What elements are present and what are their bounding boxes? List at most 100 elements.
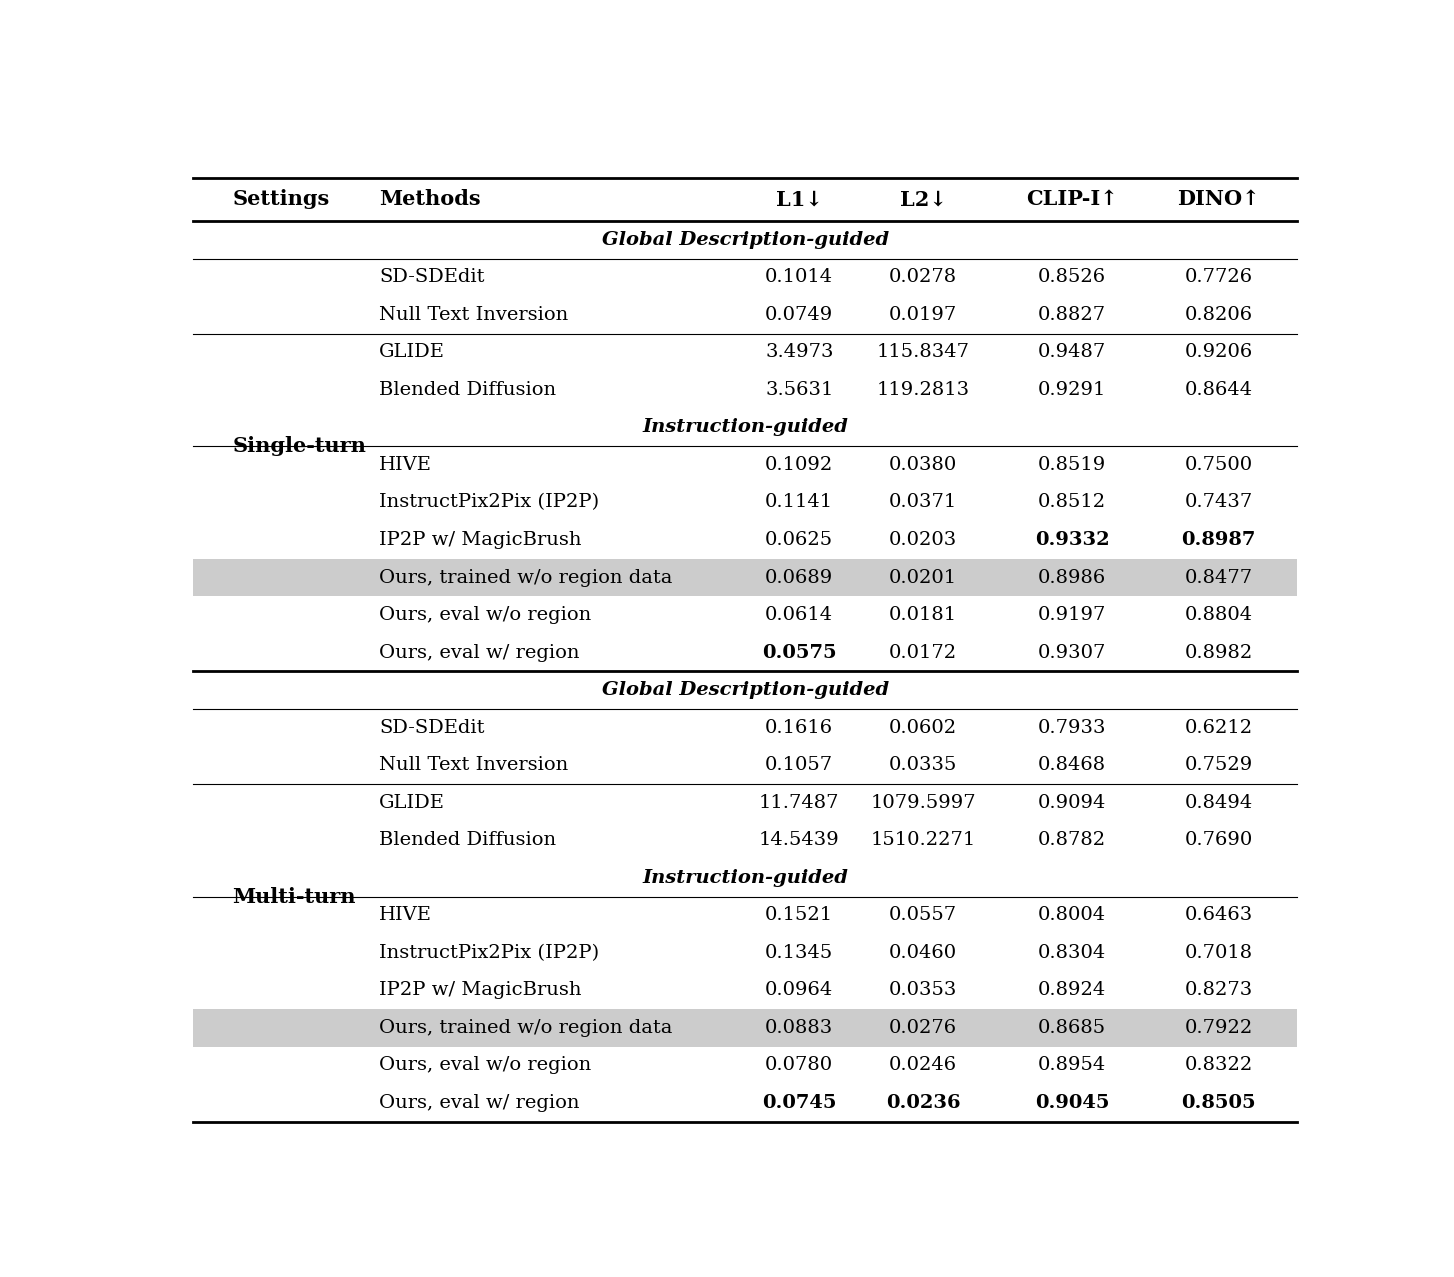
Text: 0.1521: 0.1521 (765, 907, 833, 925)
Text: Ours, eval w/ region: Ours, eval w/ region (379, 1094, 580, 1112)
Text: HIVE: HIVE (379, 456, 432, 474)
Text: 0.9045: 0.9045 (1035, 1094, 1109, 1112)
Text: 0.8322: 0.8322 (1185, 1056, 1252, 1074)
Text: 0.0181: 0.0181 (890, 607, 957, 624)
Text: L2↓: L2↓ (900, 189, 947, 209)
Text: 1079.5997: 1079.5997 (871, 794, 976, 812)
Text: IP2P w/ MagicBrush: IP2P w/ MagicBrush (379, 531, 582, 549)
Text: 0.0557: 0.0557 (890, 907, 957, 925)
Text: 0.0371: 0.0371 (888, 493, 957, 512)
Text: 0.0380: 0.0380 (888, 456, 957, 474)
Text: Single-turn: Single-turn (233, 437, 366, 456)
Text: 119.2813: 119.2813 (877, 381, 970, 398)
Text: 0.0335: 0.0335 (888, 756, 957, 774)
Text: 0.0614: 0.0614 (765, 607, 833, 624)
Text: 0.8512: 0.8512 (1038, 493, 1106, 512)
Text: Ours, eval w/o region: Ours, eval w/o region (379, 1056, 592, 1074)
Text: 0.0172: 0.0172 (890, 644, 957, 661)
Text: 0.8477: 0.8477 (1185, 568, 1252, 586)
Text: Blended Diffusion: Blended Diffusion (379, 381, 555, 398)
Text: 0.8986: 0.8986 (1038, 568, 1106, 586)
Text: 0.8004: 0.8004 (1038, 907, 1106, 925)
Text: 0.9197: 0.9197 (1038, 607, 1106, 624)
Text: 0.0964: 0.0964 (765, 982, 833, 1000)
Text: Ours, eval w/ region: Ours, eval w/ region (379, 644, 580, 661)
Text: 0.0278: 0.0278 (890, 268, 957, 286)
Text: 0.1141: 0.1141 (765, 493, 833, 512)
Text: GLIDE: GLIDE (379, 794, 445, 812)
Text: 0.7690: 0.7690 (1185, 831, 1252, 849)
Text: GLIDE: GLIDE (379, 344, 445, 361)
Text: Instruction-guided: Instruction-guided (643, 868, 848, 886)
Text: 0.9291: 0.9291 (1038, 381, 1106, 398)
Text: 1510.2271: 1510.2271 (871, 831, 976, 849)
Text: InstructPix2Pix (IP2P): InstructPix2Pix (IP2P) (379, 944, 599, 962)
Text: 0.8273: 0.8273 (1185, 982, 1252, 1000)
Text: 0.8519: 0.8519 (1038, 456, 1106, 474)
Text: 0.0780: 0.0780 (765, 1056, 833, 1074)
Text: 0.8827: 0.8827 (1038, 305, 1106, 324)
Text: 0.0745: 0.0745 (762, 1094, 836, 1112)
Text: HIVE: HIVE (379, 907, 432, 925)
Text: 0.0689: 0.0689 (765, 568, 833, 586)
Text: IP2P w/ MagicBrush: IP2P w/ MagicBrush (379, 982, 582, 1000)
Text: Null Text Inversion: Null Text Inversion (379, 305, 569, 324)
Text: 0.1014: 0.1014 (765, 268, 833, 286)
Bar (193, 1009, 1297, 1047)
Text: 0.8526: 0.8526 (1038, 268, 1106, 286)
Text: 0.8804: 0.8804 (1185, 607, 1252, 624)
Text: 0.8468: 0.8468 (1038, 756, 1106, 774)
Text: SD-SDEdit: SD-SDEdit (379, 719, 484, 737)
Text: 0.8206: 0.8206 (1185, 305, 1252, 324)
Text: 0.0575: 0.0575 (762, 644, 836, 661)
Text: 0.0460: 0.0460 (890, 944, 957, 962)
Text: 0.8982: 0.8982 (1185, 644, 1252, 661)
Text: 11.7487: 11.7487 (759, 794, 839, 812)
Text: 0.8644: 0.8644 (1185, 381, 1252, 398)
Text: 0.0201: 0.0201 (890, 568, 957, 586)
Text: Global Description-guided: Global Description-guided (602, 681, 888, 699)
Text: Methods: Methods (379, 189, 481, 209)
Bar (193, 559, 1297, 596)
Text: Instruction-guided: Instruction-guided (643, 419, 848, 437)
Text: 0.7726: 0.7726 (1185, 268, 1252, 286)
Text: 0.9332: 0.9332 (1035, 531, 1109, 549)
Text: 0.7437: 0.7437 (1185, 493, 1252, 512)
Text: 0.7018: 0.7018 (1185, 944, 1252, 962)
Text: Ours, trained w/o region data: Ours, trained w/o region data (379, 568, 672, 586)
Text: 0.0246: 0.0246 (890, 1056, 957, 1074)
Text: 0.0353: 0.0353 (888, 982, 957, 1000)
Text: 0.8954: 0.8954 (1038, 1056, 1106, 1074)
Text: 3.4973: 3.4973 (765, 344, 833, 361)
Text: 0.1345: 0.1345 (765, 944, 833, 962)
Text: 0.9307: 0.9307 (1038, 644, 1106, 661)
Text: 0.1092: 0.1092 (765, 456, 833, 474)
Text: Multi-turn: Multi-turn (233, 886, 356, 907)
Text: 0.8987: 0.8987 (1181, 531, 1256, 549)
Text: L1↓: L1↓ (776, 189, 823, 209)
Text: 0.7922: 0.7922 (1185, 1019, 1252, 1037)
Text: 0.0883: 0.0883 (765, 1019, 833, 1037)
Text: 0.6212: 0.6212 (1185, 719, 1252, 737)
Text: InstructPix2Pix (IP2P): InstructPix2Pix (IP2P) (379, 493, 599, 512)
Text: 0.9206: 0.9206 (1185, 344, 1252, 361)
Text: Global Description-guided: Global Description-guided (602, 231, 888, 249)
Text: 0.0236: 0.0236 (885, 1094, 961, 1112)
Text: 0.9487: 0.9487 (1038, 344, 1106, 361)
Text: Ours, trained w/o region data: Ours, trained w/o region data (379, 1019, 672, 1037)
Text: SD-SDEdit: SD-SDEdit (379, 268, 484, 286)
Text: 0.6463: 0.6463 (1185, 907, 1252, 925)
Text: 0.8685: 0.8685 (1038, 1019, 1106, 1037)
Text: Blended Diffusion: Blended Diffusion (379, 831, 555, 849)
Text: 0.0602: 0.0602 (890, 719, 957, 737)
Text: 0.8782: 0.8782 (1038, 831, 1106, 849)
Text: CLIP-I↑: CLIP-I↑ (1027, 189, 1118, 209)
Text: 0.0749: 0.0749 (765, 305, 833, 324)
Text: 0.8505: 0.8505 (1181, 1094, 1256, 1112)
Text: 3.5631: 3.5631 (765, 381, 833, 398)
Text: 0.1616: 0.1616 (765, 719, 833, 737)
Text: 0.0625: 0.0625 (765, 531, 833, 549)
Text: 0.0197: 0.0197 (888, 305, 957, 324)
Text: Ours, eval w/o region: Ours, eval w/o region (379, 607, 592, 624)
Text: 0.8304: 0.8304 (1038, 944, 1106, 962)
